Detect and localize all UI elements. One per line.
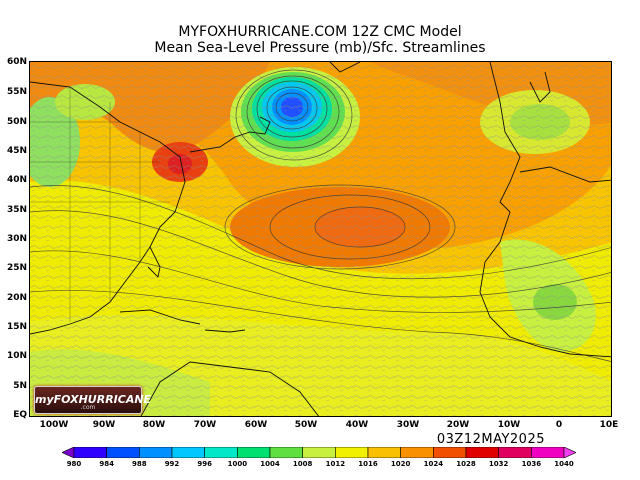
colorbar-swatch: [171, 447, 205, 458]
map-title: MYFOXHURRICANE.COM 12Z CMC Model: [178, 24, 462, 40]
map-subtitle: Mean Sea-Level Pressure (mb)/Sfc. Stream…: [154, 40, 486, 56]
colorbar-swatch: [73, 447, 107, 458]
lon-label: 90W: [92, 420, 116, 430]
colorbar-label: 1004: [260, 460, 280, 468]
lon-label: 50W: [294, 420, 318, 430]
logo-subtext: .com: [80, 404, 96, 411]
lon-label: 30W: [396, 420, 420, 430]
lat-label: 30N: [6, 234, 27, 244]
lat-label: 10N: [6, 351, 27, 361]
colorbar-label: 1028: [456, 460, 476, 468]
colorbar-swatch: [433, 447, 467, 458]
colorbar-swatch: [62, 447, 75, 458]
colorbar-label: 1020: [390, 460, 411, 468]
lon-label: 80W: [142, 420, 166, 430]
lon-label: 70W: [193, 420, 217, 430]
colorbar-label: 1024: [423, 460, 444, 468]
colorbar-swatch: [531, 447, 565, 458]
colorbar-label: 980: [66, 460, 82, 468]
lat-label: 25N: [6, 263, 27, 273]
colorbar-swatch: [269, 447, 303, 458]
logo-text: myFOXHURRICANE: [35, 393, 152, 406]
lat-label: 50N: [6, 117, 27, 127]
colorbar-label: 996: [197, 460, 212, 468]
lat-label: 5N: [13, 381, 27, 391]
lat-label: 40N: [6, 175, 27, 185]
colorbar-label: 1000: [227, 460, 248, 468]
lat-label: 15N: [6, 322, 27, 332]
myfox-hurricane-logo: myFOXHURRICANE .com: [34, 386, 151, 414]
lat-label: 20N: [6, 293, 27, 303]
colorbar-label: 1040: [554, 460, 574, 468]
colorbar-label: 1016: [358, 460, 378, 468]
lon-label: 40W: [345, 420, 369, 430]
colorbar-label: 1008: [292, 460, 313, 468]
colorbar-label: 984: [99, 460, 114, 468]
valid-time: 03Z12MAY2025: [436, 432, 545, 447]
colorbar-swatch: [335, 447, 369, 458]
lon-label: 100W: [39, 420, 69, 430]
colorbar-label: 988: [132, 460, 147, 468]
colorbar-swatch: [563, 447, 576, 458]
colorbar-swatch: [367, 447, 401, 458]
colorbar-swatch: [465, 447, 499, 458]
colorbar-swatch: [302, 447, 336, 458]
colorbar-swatch: [204, 447, 238, 458]
colorbar-swatch: [106, 447, 140, 458]
colorbar-swatch: [237, 447, 271, 458]
colorbar-swatch: [498, 447, 532, 458]
lat-label: 45N: [6, 146, 27, 156]
colorbar-label: 1032: [488, 460, 509, 468]
lon-label: 20W: [446, 420, 470, 430]
lon-label: 10E: [599, 420, 619, 430]
lat-label: 35N: [6, 205, 27, 215]
lat-label: 55N: [6, 87, 27, 97]
colorbar-swatch: [139, 447, 173, 458]
lon-label: 60W: [244, 420, 268, 430]
pressure-map: [29, 61, 612, 417]
colorbar-label: 1012: [325, 460, 346, 468]
lat-label: 60N: [6, 57, 27, 67]
colorbar-label: 992: [164, 460, 180, 468]
colorbar-label: 1036: [521, 460, 542, 468]
pressure-colorbar: [62, 447, 576, 458]
lat-label: EQ: [13, 410, 27, 420]
lon-label: 0: [555, 420, 563, 430]
colorbar-swatch: [400, 447, 434, 458]
lon-label: 10W: [497, 420, 521, 430]
